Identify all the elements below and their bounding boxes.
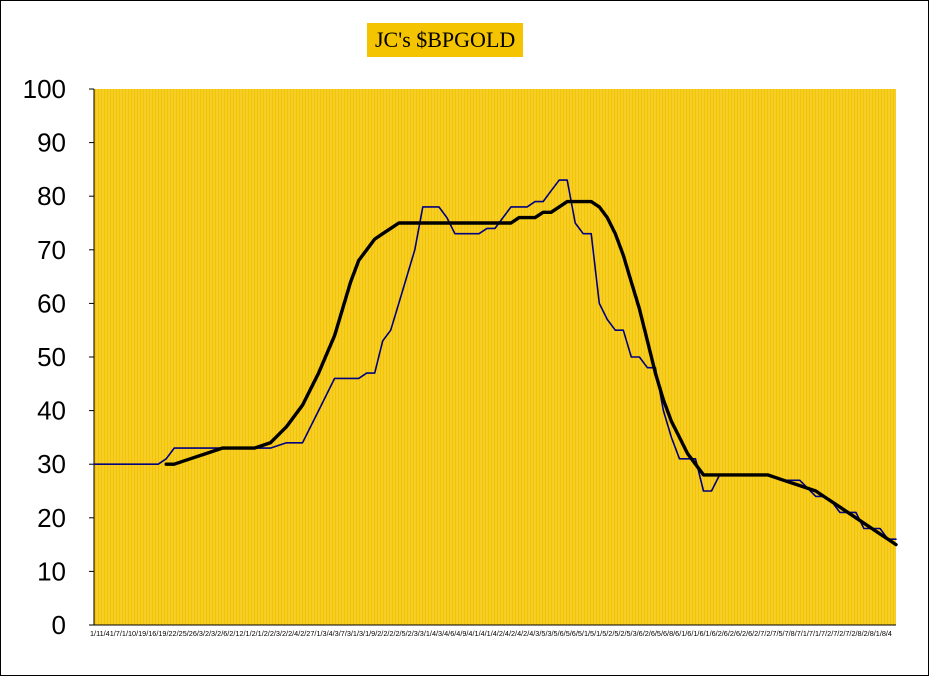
y-tick-label: 20 bbox=[37, 503, 66, 533]
y-tick-label: 30 bbox=[37, 449, 66, 479]
y-tick-label: 50 bbox=[37, 342, 66, 372]
series-line-moving-average bbox=[164, 199, 898, 547]
x-tick-labels: 1/11/41/7/1/10/19/16/19/22/25/26/3/2/3/2… bbox=[90, 631, 892, 638]
plot-area bbox=[94, 89, 896, 625]
y-tick-label: 80 bbox=[37, 181, 66, 211]
y-tick-label: 100 bbox=[23, 74, 66, 104]
y-tick-label: 0 bbox=[52, 610, 66, 640]
y-tick-label: 10 bbox=[37, 556, 66, 586]
y-tick-label: 70 bbox=[37, 235, 66, 265]
y-tick-label: 60 bbox=[37, 288, 66, 318]
grid-lines bbox=[96, 89, 896, 625]
chart-title: JC's $BPGOLD bbox=[367, 23, 524, 57]
y-tick-label: 90 bbox=[37, 128, 66, 158]
x-axis-ticks: 1/11/41/7/1/10/19/16/19/22/25/26/3/2/3/2… bbox=[90, 631, 892, 638]
series-lines bbox=[93, 179, 898, 547]
y-tick-label: 40 bbox=[37, 396, 66, 426]
y-axis-ticks: 0 10 20 30 40 50 60 70 80 90 100 bbox=[23, 74, 94, 640]
